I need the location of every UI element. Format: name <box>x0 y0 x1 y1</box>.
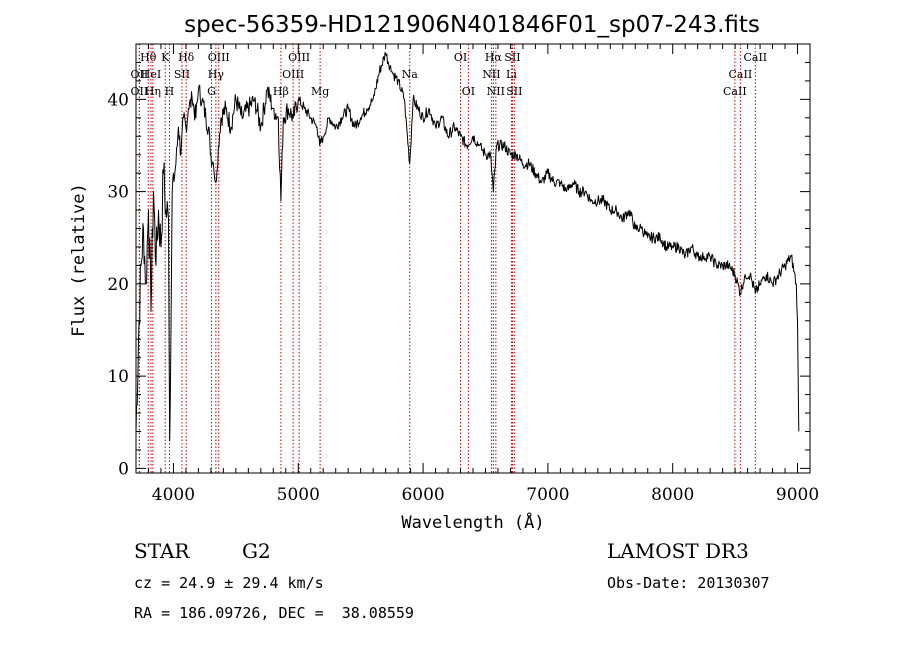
x-tick-label-7000: 7000 <box>526 485 569 505</box>
x-tick-label-4000: 4000 <box>152 485 195 505</box>
line-marker-label-4: Hη <box>145 85 161 98</box>
spectrum-layer <box>135 52 800 442</box>
line-marker-label-19: Hα <box>485 51 503 64</box>
line-marker-label-15: Mg <box>311 85 329 98</box>
x-axis-title: Wavelength (Å) <box>401 511 544 533</box>
y-tick-label-30: 30 <box>107 183 129 203</box>
observation-date: Obs-Date: 20130307 <box>607 574 770 592</box>
line-marker-label-16: Na <box>402 68 419 81</box>
line-marker-label-22: SII <box>504 51 520 64</box>
redshift-velocity: cz = 24.9 ± 29.4 km/s <box>134 574 324 592</box>
line-marker-label-11: G <box>207 85 216 98</box>
line-marker-label-25: CaII <box>743 51 767 64</box>
line-marker-label-3: HeI <box>141 68 161 81</box>
line-marker-label-20: NII <box>482 68 500 81</box>
line-marker-label-2: OII <box>131 85 149 98</box>
line-marker-label-23: Li <box>506 68 517 81</box>
survey-name: LAMOST DR3 <box>607 539 749 563</box>
chart-title: spec-56359-HD121906N401846F01_sp07-243.f… <box>184 12 760 38</box>
spectral-subclass: G2 <box>242 539 271 563</box>
line-marker-label-5: K <box>161 51 170 64</box>
coordinates: RA = 186.09726, DEC = 38.08559 <box>134 604 414 622</box>
line-marker-label-13: OIII <box>288 51 310 64</box>
object-class: STAR <box>134 539 190 563</box>
line-marker-label-27: CaII <box>723 85 747 98</box>
line-marker-label-24: SII <box>506 85 522 98</box>
line-marker-label-0: Hθ <box>140 51 157 64</box>
line-marker-label-8: Hδ <box>178 51 195 64</box>
line-marker-label-18: OI <box>462 85 475 98</box>
y-tick-label-10: 10 <box>107 367 129 387</box>
line-marker-label-9: OIII <box>208 51 230 64</box>
x-tick-label-9000: 9000 <box>776 485 819 505</box>
line-marker-label-21: NII <box>487 85 505 98</box>
y-axis: 0 10 20 30 40 <box>107 61 810 479</box>
x-tick-label-6000: 6000 <box>401 485 444 505</box>
spectrum-line <box>135 52 800 442</box>
line-marker-label-12: Hβ <box>273 85 289 98</box>
x-axis: 4000 5000 6000 7000 8000 9000 <box>147 44 819 505</box>
line-marker-label-6: SII <box>174 68 190 81</box>
line-marker-label-10: Hγ <box>208 68 225 81</box>
line-marker-label-1: OII <box>131 68 149 81</box>
y-tick-label-40: 40 <box>107 90 129 110</box>
y-tick-label-20: 20 <box>107 275 129 295</box>
y-axis-title: Flux (relative) <box>69 183 89 337</box>
y-tick-label-0: 0 <box>118 459 129 479</box>
line-marker-label-7: H <box>165 85 175 98</box>
x-tick-label-8000: 8000 <box>651 485 694 505</box>
x-tick-label-5000: 5000 <box>277 485 320 505</box>
line-marker-label-17: OI <box>454 51 467 64</box>
marker-lines <box>138 44 756 473</box>
line-marker-label-26: CaII <box>729 68 753 81</box>
line-marker-label-14: OIII <box>282 68 304 81</box>
